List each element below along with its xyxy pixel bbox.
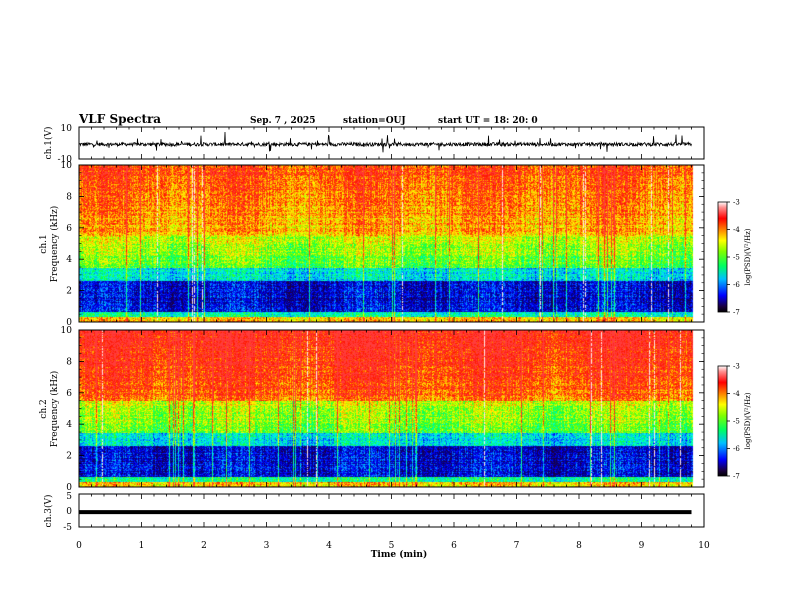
ch1-spectrogram-panel: 0 2 4 6 8 10 ch.1 Frequency (kHz) bbox=[39, 161, 705, 328]
y-tick-label: 6 bbox=[66, 389, 72, 399]
ch3-waveform-panel: 5 0 -5 ch.3(V) bbox=[43, 492, 705, 533]
y-tick-label: 4 bbox=[66, 255, 72, 265]
x-tick-label: 3 bbox=[264, 541, 270, 551]
x-tick-label: 10 bbox=[698, 541, 710, 551]
ch2-spectrogram-panel: 0 2 4 6 8 10 ch.2 Frequency (kHz) bbox=[39, 326, 705, 493]
colorbar-tick-label: -5 bbox=[733, 418, 740, 426]
ch3-ytick-bottom: -5 bbox=[63, 523, 72, 533]
ch1-colorbar-label: log(PSD)(V²/Hz) bbox=[744, 228, 752, 285]
ch1-waveform-line bbox=[78, 131, 692, 153]
ch3-ytick-mid: 0 bbox=[66, 507, 72, 517]
x-tick-label: 0 bbox=[76, 541, 82, 551]
colorbar-tick-label: -7 bbox=[733, 473, 740, 481]
colorbar-tick-label: -3 bbox=[733, 363, 740, 371]
y-tick-label: 6 bbox=[66, 224, 72, 234]
colorbar-tick-label: -6 bbox=[733, 445, 740, 453]
y-tick-label: 10 bbox=[61, 326, 73, 336]
x-tick-label: 5 bbox=[389, 541, 395, 551]
y-tick-label: 2 bbox=[66, 452, 72, 462]
x-tick-label: 4 bbox=[326, 541, 332, 551]
y-tick-label: 2 bbox=[66, 287, 72, 297]
x-axis: 0 1 2 3 4 5 6 7 8 9 10 bbox=[76, 127, 710, 551]
ch1-ytick-bottom: -10 bbox=[58, 155, 73, 165]
figure-title: VLF Spectra bbox=[78, 112, 161, 126]
ch1-spec-ylabel-frequency: Frequency (kHz) bbox=[49, 206, 60, 283]
ch1-ytick-top: 10 bbox=[61, 124, 73, 134]
y-tick-label: 0 bbox=[66, 483, 72, 493]
colorbar-tick-label: -4 bbox=[733, 226, 740, 234]
x-tick-label: 6 bbox=[451, 541, 457, 551]
ch2-colorbar-label: log(PSD)(V²/Hz) bbox=[744, 392, 752, 449]
y-tick-label: 4 bbox=[66, 420, 72, 430]
y-tick-label: 0 bbox=[66, 318, 72, 328]
colorbar-tick-label: -3 bbox=[733, 199, 740, 207]
x-tick-label: 2 bbox=[201, 541, 207, 551]
ch1-waveform-panel: 10 -10 ch.1(V) bbox=[43, 124, 705, 165]
x-tick-label: 1 bbox=[139, 541, 145, 551]
x-axis-label: Time (min) bbox=[371, 549, 428, 560]
ch3-ytick-top: 5 bbox=[66, 492, 72, 502]
colorbar-tick-label: -4 bbox=[733, 390, 740, 398]
date-label: Sep. 7 , 2025 bbox=[250, 116, 316, 126]
ch3-wave-ylabel: ch.3(V) bbox=[43, 495, 54, 528]
x-tick-label: 9 bbox=[639, 541, 645, 551]
ch1-spec-ylabel-channel: ch.1 bbox=[39, 234, 49, 253]
ch2-colorbar: -3 -4 -5 -6 -7 log(PSD)(V²/Hz) bbox=[717, 363, 752, 481]
y-tick-label: 10 bbox=[61, 161, 73, 171]
colorbar-tick-label: -7 bbox=[733, 309, 740, 317]
ch1-colorbar: -3 -4 -5 -6 -7 log(PSD)(V²/Hz) bbox=[717, 199, 752, 317]
colorbar-tick-label: -5 bbox=[733, 254, 740, 262]
colorbar-tick-label: -6 bbox=[733, 281, 740, 289]
start-time-label: start UT = 18: 20: 0 bbox=[438, 116, 538, 126]
ch2-spec-ylabel-channel: ch.2 bbox=[39, 399, 49, 418]
x-tick-label: 7 bbox=[514, 541, 520, 551]
ch2-spec-ylabel-frequency: Frequency (kHz) bbox=[49, 371, 60, 448]
station-label: station=OUJ bbox=[343, 116, 406, 126]
y-tick-label: 8 bbox=[66, 192, 72, 202]
y-tick-label: 8 bbox=[66, 357, 72, 367]
ch1-wave-ylabel: ch.1(V) bbox=[43, 127, 54, 160]
x-tick-label: 8 bbox=[576, 541, 582, 551]
